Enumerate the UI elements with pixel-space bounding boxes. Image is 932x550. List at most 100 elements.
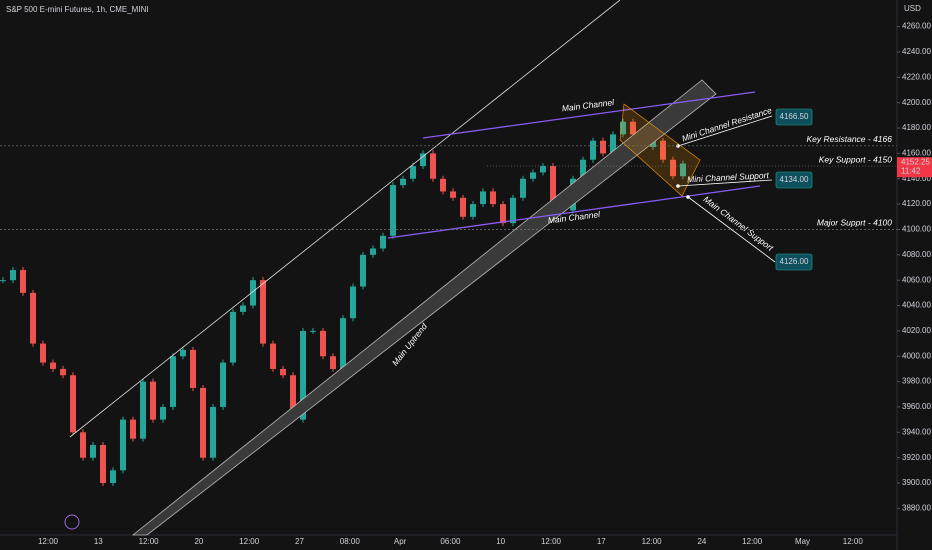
time-tick-label: 12:00	[38, 537, 59, 546]
time-tick-label: 13	[94, 537, 103, 546]
time-tick-label: 10	[496, 537, 505, 546]
candle	[590, 140, 596, 160]
candle	[340, 318, 346, 369]
time-tick-label: 12:00	[139, 537, 160, 546]
candle	[520, 178, 526, 198]
candle	[200, 387, 206, 458]
time-tick-label: 08:00	[340, 537, 361, 546]
time-tick-label: 12:00	[541, 537, 562, 546]
candle	[50, 362, 56, 369]
drawings	[64, 0, 776, 536]
countdown-label: 11:42	[901, 166, 921, 175]
price-tag	[775, 253, 813, 271]
candle	[210, 406, 216, 458]
candle	[370, 248, 376, 255]
price-tick-label: 4060.00	[902, 275, 931, 284]
candle	[190, 349, 196, 388]
candle	[330, 356, 336, 369]
price-tick-label: 3980.00	[902, 377, 931, 386]
level-label: Key Support - 4150	[819, 154, 893, 164]
candle	[60, 368, 66, 376]
candle	[180, 349, 186, 357]
candle	[600, 140, 606, 154]
replay-icon[interactable]	[64, 514, 80, 530]
candle	[230, 311, 236, 363]
leader-line	[687, 196, 776, 263]
price-tick-label: 4200.00	[902, 98, 931, 107]
candle	[550, 166, 556, 205]
channel-line	[422, 91, 756, 139]
candle	[150, 381, 156, 420]
price-tag-label: 4166.50	[780, 112, 809, 121]
mini-channel	[619, 103, 701, 197]
candle	[100, 444, 106, 484]
candle	[680, 163, 686, 177]
candle	[540, 166, 546, 173]
candle	[500, 204, 506, 224]
price-tick-label: 3960.00	[902, 402, 931, 411]
candle	[320, 330, 326, 357]
price-tick-label: 4000.00	[902, 351, 931, 360]
price-tick-label: 4160.00	[902, 149, 931, 158]
price-tick-label: 3920.00	[902, 453, 931, 462]
candle	[580, 159, 586, 179]
candle	[470, 204, 476, 217]
candle	[490, 191, 496, 205]
time-tick-label: 12:00	[742, 537, 763, 546]
candle	[20, 270, 26, 293]
price-tag-label: 4126.00	[780, 257, 809, 266]
candle	[170, 356, 176, 407]
current-price-label: 4152.25	[901, 157, 930, 166]
candle	[410, 166, 416, 179]
time-tick-label: May	[795, 537, 810, 546]
candle	[260, 280, 266, 344]
candle	[510, 197, 516, 224]
candle	[670, 159, 676, 177]
candle	[0, 280, 6, 282]
candle	[460, 197, 466, 217]
candle	[650, 140, 656, 148]
chart-title: S&P 500 E-mini Futures, 1h, CME_MINI	[6, 5, 149, 14]
time-tick-label: 17	[597, 537, 606, 546]
candle	[30, 292, 36, 344]
currency: USD	[904, 4, 921, 13]
candle	[70, 375, 76, 433]
candle	[630, 121, 636, 135]
candle	[90, 444, 96, 458]
price-tick-label: 4100.00	[902, 225, 931, 234]
time-tick-label: 20	[194, 537, 203, 546]
price-tick-label: 4040.00	[902, 301, 931, 310]
candle	[220, 362, 226, 407]
price-tag	[775, 108, 813, 126]
candle	[240, 305, 246, 312]
candle	[110, 470, 116, 484]
candle	[450, 191, 456, 198]
time-tick-label: 06:00	[440, 537, 461, 546]
candle	[80, 432, 86, 458]
price-tick-label: 4080.00	[902, 250, 931, 259]
candle	[270, 343, 276, 369]
price-tick-label: 3900.00	[902, 478, 931, 487]
candle	[390, 185, 396, 236]
candle	[530, 172, 536, 179]
annotation: Mini Channel Support	[687, 170, 770, 184]
anchor-dot	[686, 195, 690, 199]
price-tags: 4166.50 4134.00 4126.00	[775, 108, 813, 271]
time-tick-label: 12:00	[642, 537, 663, 546]
candle	[280, 368, 286, 376]
price-tick-label: 4260.00	[902, 22, 931, 31]
leader-line	[677, 179, 773, 187]
candle	[430, 153, 436, 179]
uptrend-line	[69, 0, 621, 438]
candle	[440, 178, 446, 192]
price-tag-label: 4134.00	[780, 175, 809, 184]
candle	[360, 254, 366, 287]
time-tick-label: Apr	[394, 537, 407, 546]
price-tick-label: 4240.00	[902, 47, 931, 56]
price-tick-label: 4220.00	[902, 72, 931, 81]
price-tick-label: 3940.00	[902, 427, 931, 436]
price-tick-label: 4020.00	[902, 326, 931, 335]
candle	[40, 343, 46, 363]
time-tick-label: 27	[295, 537, 304, 546]
